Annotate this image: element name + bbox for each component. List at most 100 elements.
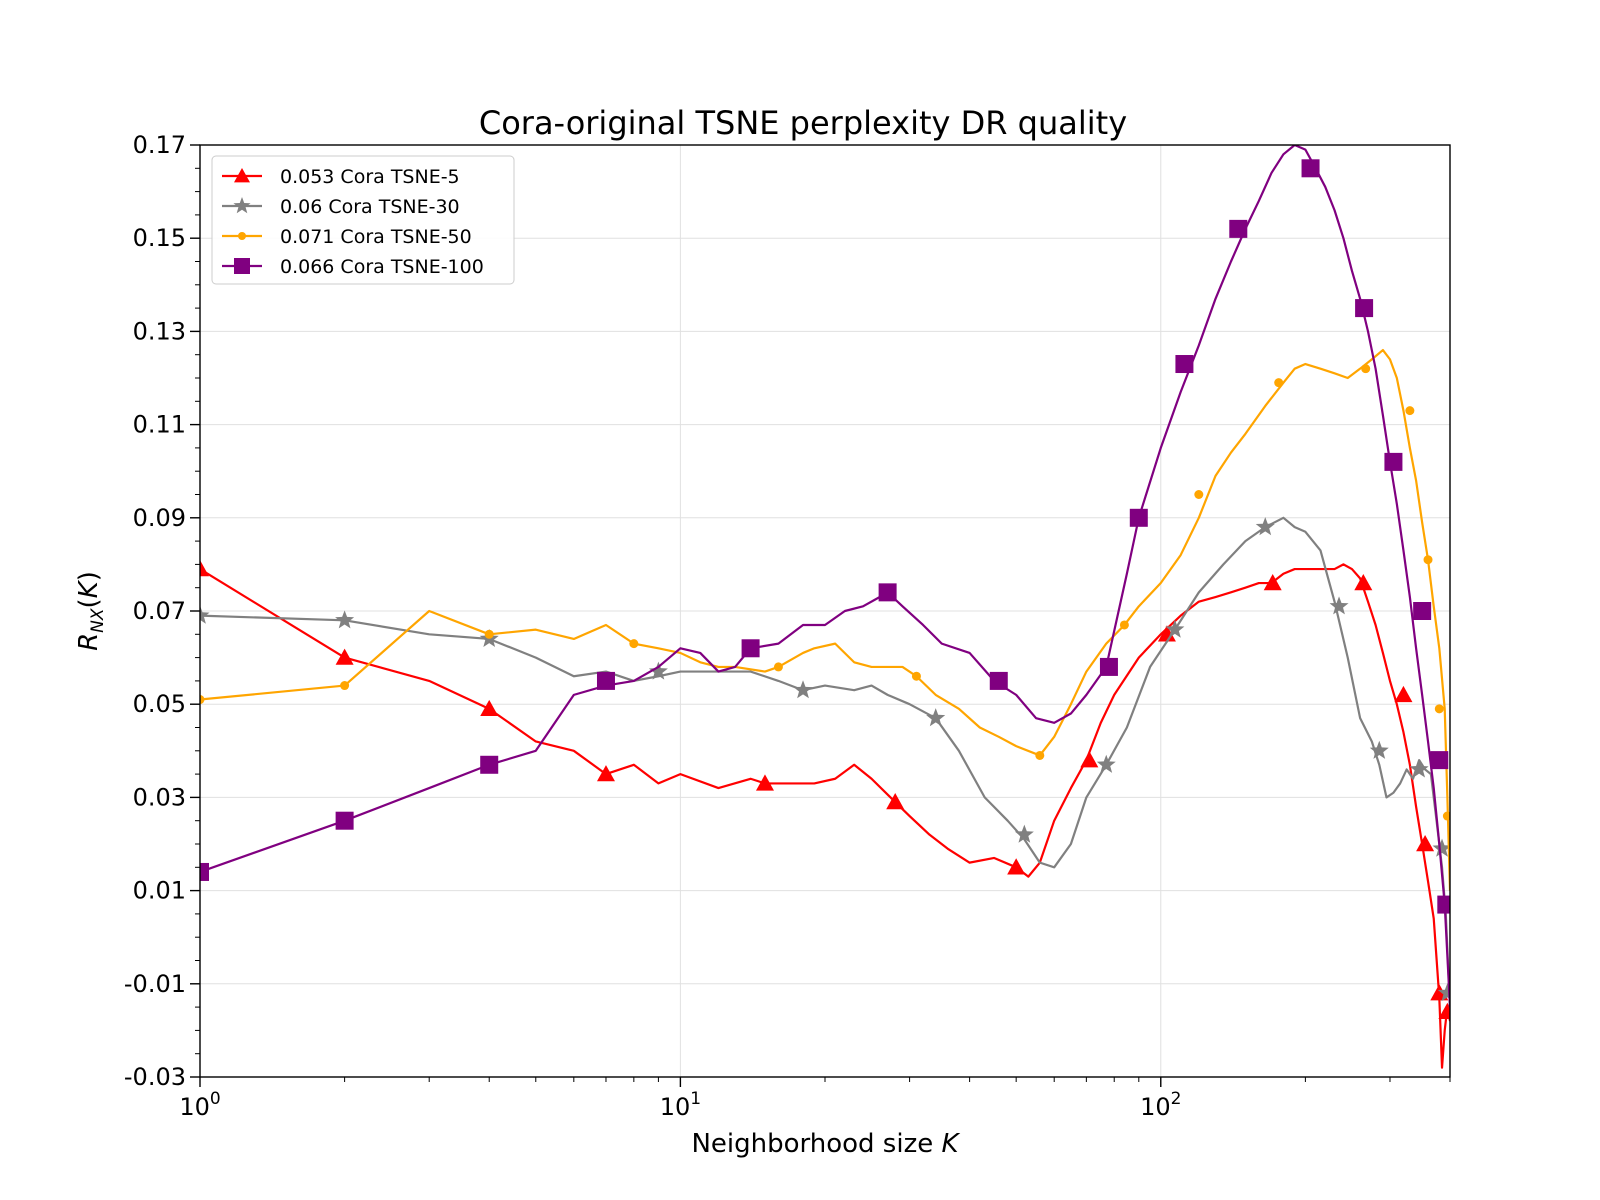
data-point-marker — [1423, 555, 1433, 565]
data-point-marker — [911, 671, 921, 681]
legend-marker — [233, 197, 251, 214]
data-point-marker — [340, 681, 350, 691]
data-point-marker — [1430, 751, 1449, 770]
data-point-marker — [1255, 517, 1275, 536]
series-line — [200, 563, 1450, 1069]
data-point-marker — [484, 629, 494, 639]
series-line — [200, 145, 1450, 1008]
y-tick-label: 0.07 — [133, 597, 186, 625]
data-point-marker — [1384, 452, 1403, 471]
data-point-marker — [1369, 740, 1389, 759]
data-point-marker — [1119, 620, 1129, 630]
data-point-marker — [335, 610, 355, 629]
data-point-marker — [1409, 759, 1429, 778]
y-tick-label: 0.05 — [133, 690, 186, 718]
data-point-marker — [1096, 754, 1116, 773]
legend-box — [211, 155, 515, 285]
data-point-marker — [1194, 490, 1204, 499]
series-1 — [200, 560, 1450, 1069]
x-tick-label: 102 — [1140, 1089, 1181, 1121]
legend-label: 0.053 Cora TSNE-5 — [280, 166, 460, 188]
data-point-marker — [1405, 406, 1415, 416]
data-point-marker — [1355, 299, 1374, 318]
data-point-marker — [1442, 811, 1450, 821]
data-point-marker — [1394, 685, 1413, 703]
data-point-marker — [480, 699, 499, 717]
data-point-marker — [741, 639, 760, 658]
y-axis: 0.17 0.15 0.13 0.11 0.09 0.07 0.05 0.03 0.01 -0.0… — [124, 131, 200, 1091]
legend-marker — [238, 232, 246, 240]
y-tick-label: 0.15 — [133, 224, 186, 252]
x-tick-label: 100 — [179, 1089, 220, 1121]
legend-marker — [234, 258, 250, 274]
legend-label: 0.071 Cora TSNE-50 — [280, 226, 472, 248]
data-point-marker — [596, 671, 615, 690]
data-point-marker — [1329, 596, 1349, 615]
data-point-marker — [773, 662, 783, 672]
data-point-marker — [1263, 574, 1282, 591]
data-point-marker — [1354, 574, 1373, 591]
data-point-marker — [200, 605, 210, 624]
data-point-marker — [629, 639, 639, 649]
data-point-marker — [1434, 704, 1444, 714]
data-point-marker — [648, 661, 668, 680]
y-tick-label: -0.01 — [124, 970, 186, 998]
data-point-marker — [1175, 355, 1194, 374]
data-point-marker — [1432, 838, 1450, 857]
data-point-marker — [1413, 602, 1432, 620]
legend-label: 0.066 Cora TSNE-100 — [280, 256, 484, 278]
data-point-marker — [1035, 750, 1045, 760]
data-point-marker — [1099, 657, 1118, 676]
y-tick-label: -0.03 — [124, 1063, 186, 1091]
y-tick-label: 0.03 — [133, 783, 186, 811]
data-point-marker — [1165, 619, 1185, 638]
series-2 — [200, 516, 1450, 1008]
data-point-marker — [200, 695, 205, 705]
data-point-marker — [1157, 625, 1176, 642]
y-tick-label: 0.13 — [133, 317, 186, 345]
data-point-marker — [200, 560, 209, 577]
grid — [199, 144, 1450, 1078]
y-tick-label: 0.17 — [133, 131, 186, 159]
data-point-marker — [200, 862, 209, 881]
series-3 — [200, 348, 1450, 891]
series-line — [200, 516, 1450, 1008]
legend-entry: 0.066 Cora TSNE-100 — [222, 256, 484, 278]
legend: 0.053 Cora TSNE-5 0.06 Cora TSNE-30 0.071 … — [211, 155, 515, 285]
data-point-marker — [989, 671, 1008, 690]
data-point-marker — [335, 648, 354, 665]
series-layer — [200, 145, 1450, 1069]
data-point-marker — [1301, 159, 1320, 178]
data-point-marker — [793, 680, 813, 699]
data-point-marker — [1229, 219, 1248, 238]
legend-entry: 0.071 Cora TSNE-50 — [222, 226, 472, 248]
data-point-marker — [1438, 1002, 1450, 1019]
x-tick-label: 101 — [660, 1089, 701, 1121]
data-point-marker — [1007, 858, 1026, 875]
data-point-marker — [1361, 364, 1371, 374]
legend-entry: 0.053 Cora TSNE-5 — [222, 166, 460, 188]
data-point-marker — [1129, 508, 1148, 527]
data-point-marker — [1437, 983, 1450, 1002]
data-point-marker — [596, 765, 615, 782]
data-point-marker — [1416, 835, 1435, 852]
legend-label: 0.06 Cora TSNE-30 — [280, 196, 460, 218]
data-point-marker — [480, 755, 499, 774]
data-point-marker — [1274, 378, 1284, 388]
data-point-marker — [1014, 824, 1034, 843]
data-point-marker — [1437, 895, 1450, 914]
data-point-marker — [886, 793, 905, 810]
data-point-marker — [335, 811, 354, 830]
y-tick-label: 0.11 — [133, 411, 186, 439]
data-point-marker — [755, 774, 774, 791]
data-point-marker — [1080, 751, 1099, 768]
series-line — [200, 348, 1450, 891]
series-4 — [200, 145, 1450, 1008]
data-point-marker — [878, 583, 897, 602]
y-tick-label: 0.09 — [133, 504, 186, 532]
y-tick-label: 0.01 — [133, 877, 186, 905]
y-axis-label: RNX(K) — [74, 571, 108, 651]
data-point-marker — [926, 708, 946, 727]
legend-marker — [234, 168, 250, 183]
